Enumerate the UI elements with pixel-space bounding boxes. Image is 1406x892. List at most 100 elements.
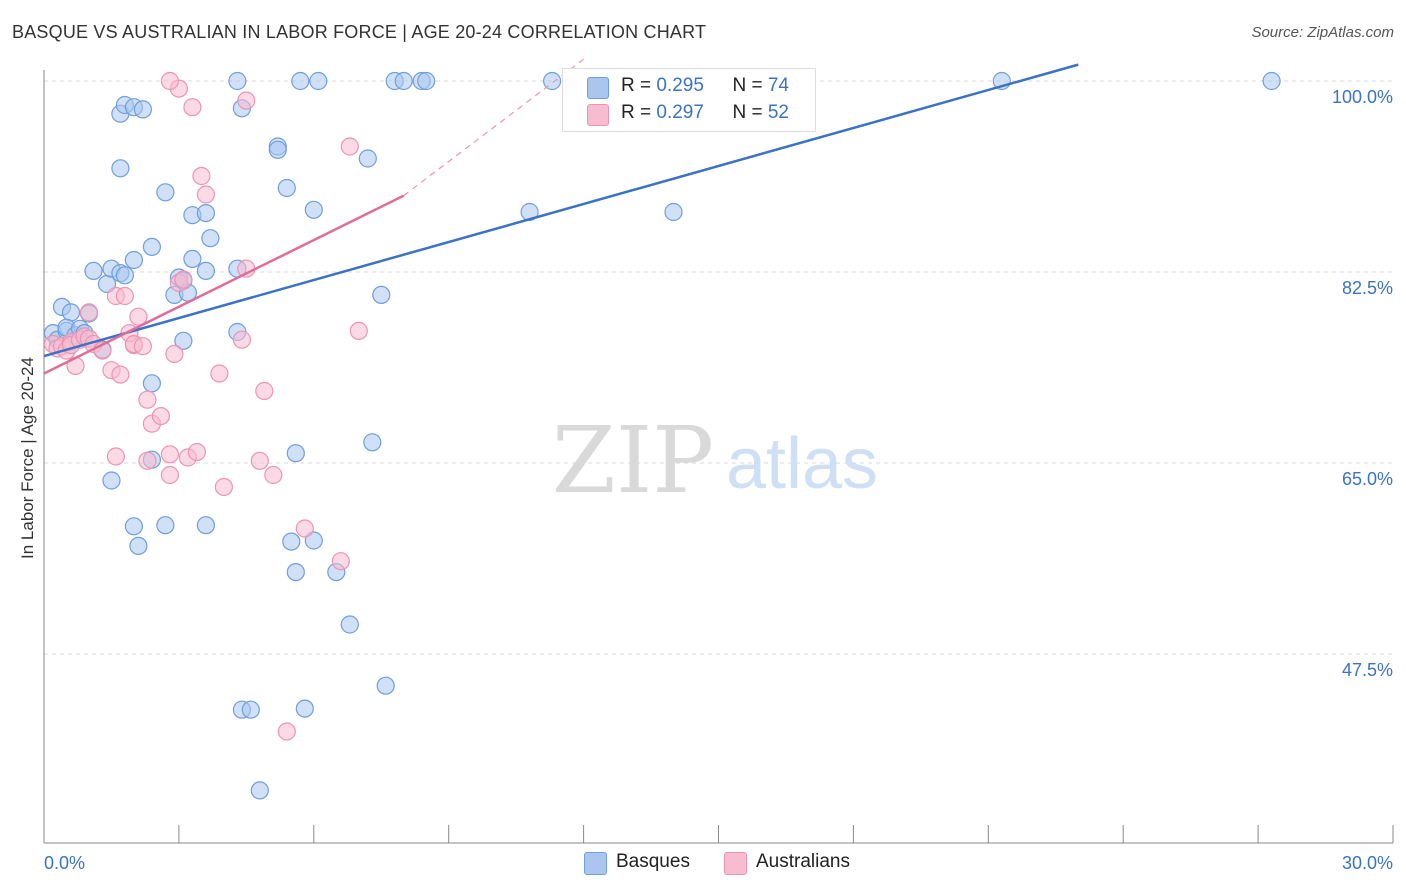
basque-point [133, 100, 152, 119]
basque-point [363, 433, 382, 452]
australian-point [250, 451, 269, 470]
basques-trend-line [43, 63, 1079, 358]
basque-point [358, 149, 377, 168]
australian-point [183, 98, 202, 117]
basque-point [277, 178, 296, 198]
basque-point [286, 562, 305, 582]
y-tick-label: 82.5% [1342, 278, 1393, 298]
basque-point [1262, 71, 1281, 91]
australian-point [232, 330, 251, 349]
basque-point [142, 374, 161, 393]
stats-legend: R = 0.295 N = 74 R = 0.297 N = 52 [562, 68, 816, 132]
basque-point [376, 676, 395, 695]
basque-point [201, 229, 220, 248]
basque-point [111, 159, 130, 178]
legend-n-label: N = [732, 102, 768, 123]
australian-point [255, 381, 274, 401]
bottom-legend-label-australians: Australians [756, 851, 850, 872]
basque-point [174, 331, 193, 350]
basque-point [304, 200, 323, 219]
basque-point [394, 71, 413, 91]
legend-swatch-basques [587, 77, 609, 99]
basque-point [228, 71, 247, 91]
australian-point [79, 303, 99, 322]
australian-point [349, 321, 368, 340]
australian-point [174, 270, 193, 289]
basque-point [417, 71, 436, 91]
basque-point [129, 536, 148, 556]
australian-point [138, 390, 157, 409]
basque-point [196, 516, 215, 535]
basque-point [282, 532, 301, 551]
watermark: ZIP atlas [552, 407, 878, 514]
australian-point [187, 443, 206, 462]
basque-point [286, 444, 305, 463]
australian-point [237, 91, 256, 110]
australian-point [214, 477, 233, 497]
legend-swatch-australians [587, 104, 609, 126]
australian-point [111, 365, 130, 384]
bottom-legend-swatch-basques [584, 852, 607, 875]
y-tick-label: 65.0% [1342, 469, 1393, 489]
basque-point [183, 249, 202, 268]
basque-point [340, 615, 359, 634]
australian-point [192, 166, 211, 186]
legend-r-value-basques: 0.295 [656, 75, 704, 96]
basque-point [102, 471, 121, 490]
basque-point [268, 140, 287, 159]
australians-trend-extension [403, 58, 584, 197]
basque-point [664, 202, 683, 222]
basque-point [196, 204, 215, 223]
source-label: Source: ZipAtlas.com [1251, 24, 1394, 41]
chart-title: BASQUE VS AUSTRALIAN IN LABOR FORCE | AG… [12, 22, 707, 42]
australians-trend-line [43, 194, 405, 375]
australian-point [277, 722, 296, 741]
x-tick-label-min: 0.0% [44, 853, 85, 873]
watermark-zip: ZIP [552, 407, 714, 514]
australian-point [133, 337, 152, 356]
basque-point [250, 781, 269, 800]
basque-point [156, 183, 175, 202]
legend-r-value-australians: 0.297 [656, 102, 704, 123]
australian-point [210, 364, 229, 383]
trend-layer [43, 58, 1079, 375]
basque-point [156, 516, 175, 535]
basque-point [542, 71, 562, 91]
basque-point [196, 261, 215, 280]
basque-point [124, 517, 143, 536]
australian-point [165, 344, 184, 363]
basque-point [84, 261, 103, 280]
basque-point [115, 266, 135, 285]
basque-point [124, 250, 143, 270]
y-tick-labels: 47.5% 65.0% 82.5% 100.0% [1332, 87, 1393, 680]
y-axis-label: In Labor Force | Age 20-24 [18, 357, 37, 559]
australian-point [340, 137, 359, 156]
basque-point [61, 303, 81, 322]
australian-point [106, 447, 126, 466]
legend-n-value-basques: 74 [767, 75, 789, 96]
axis-layer [43, 70, 1394, 844]
legend-r-label: R = [621, 75, 657, 96]
australian-point [196, 185, 215, 204]
basque-point [241, 700, 260, 719]
x-tick-label-max: 30.0% [1342, 853, 1393, 873]
australian-point [151, 407, 170, 426]
australian-point [115, 286, 135, 306]
bottom-legend-swatch-australians [724, 852, 747, 875]
basque-point [309, 71, 328, 91]
y-tick-label: 100.0% [1332, 87, 1393, 107]
basque-point [291, 71, 310, 91]
australian-point [129, 307, 148, 326]
points-layer [43, 71, 1281, 800]
basque-point [142, 237, 161, 256]
legend-n-value-australians: 52 [767, 102, 789, 123]
australian-point [160, 445, 179, 464]
australian-point [295, 519, 314, 538]
australian-point [138, 451, 157, 470]
watermark-atlas: atlas [726, 424, 878, 504]
bottom-legend-label-basques: Basques [616, 851, 690, 872]
legend-n-label: N = [732, 75, 768, 96]
australian-point [160, 465, 179, 485]
basque-point [372, 285, 391, 304]
